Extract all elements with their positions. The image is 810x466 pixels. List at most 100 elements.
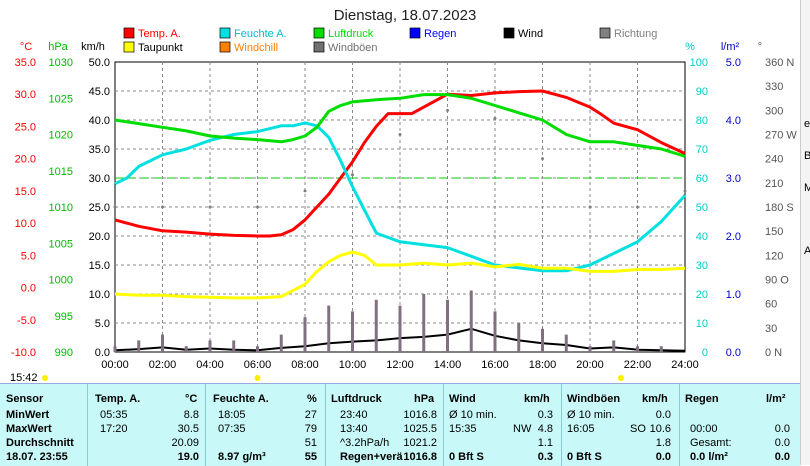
axis-tick-label-humidity: 100 (690, 57, 708, 69)
right-strip-text: B. (804, 150, 810, 162)
header-sensor: Sensor (6, 393, 44, 405)
legend-swatch (219, 41, 231, 53)
table-cell-temp-val: 19.0 (177, 451, 199, 463)
axis-tick-label-humidity: 10 (696, 318, 708, 330)
axis-tick-label-rain: 3.0 (726, 173, 741, 185)
axis-unit-labels: °C hPa km/h% l/m² ° (20, 41, 762, 53)
axis-tick-label-temp: 35.0 (15, 57, 36, 69)
axes: 35.0 30.0 25.0 20.0 15.0 10.0 5.0 0.0 -5.0 -10.0 1… (11, 57, 797, 371)
axis-tick-label-wind: 5.0 (95, 318, 110, 330)
time-marker-label: 15:42 (10, 372, 38, 383)
table-cell-rain-time: 00:00 (690, 423, 718, 435)
axis-tick-label-direction: 180 S (765, 202, 794, 214)
table-cell-label: MinWert (6, 409, 50, 421)
table-cell-temp-val: 30.5 (177, 423, 199, 435)
legend-label: Feuchte A. (234, 28, 287, 40)
table-cell-wind-val: 1.1 (537, 437, 553, 449)
x-tick-label: 14:00 (434, 359, 462, 371)
table-cell-hum-val: 51 (304, 437, 317, 449)
time-marker-dot (617, 375, 624, 381)
x-tick-label: 06:00 (244, 359, 272, 371)
direction-point (541, 157, 544, 161)
table-cell-rain-val: 0.0 (774, 423, 790, 435)
legend-swatch (503, 27, 515, 39)
legend-label: Wind (518, 28, 543, 40)
axis-tick-label-wind: 15.0 (89, 260, 110, 272)
legend-label: Regen (424, 28, 456, 40)
axis-tick-label-wind: 25.0 (89, 202, 110, 214)
axis-tick-label-rain: 2.0 (726, 231, 741, 243)
direction-point (113, 205, 117, 209)
axis-tick-label-pressure: 990 (55, 347, 73, 359)
table-cell-gust-time: 0 Bft S (567, 451, 602, 463)
direction-point (398, 133, 402, 136)
axis-tick-label-direction: 270 W (765, 130, 797, 142)
direction-point (161, 205, 164, 209)
table-cell-gust-val: 10.6 (649, 423, 671, 435)
table-cell-press-time: 23:40 (340, 409, 368, 421)
time-marker-dot (42, 375, 48, 381)
table-cell-wind-time: Ø 10 min. (449, 409, 497, 421)
axis-tick-label-humidity: 50 (696, 202, 708, 214)
x-tick-label: 10:00 (339, 359, 367, 371)
axis-tick-label-pressure: 995 (55, 311, 73, 323)
axis-tick-label-humidity: 40 (696, 231, 708, 243)
table-cell-wind-val: 0.3 (537, 451, 553, 463)
table-cell-gust-time: 16:05 (567, 423, 595, 435)
axis-tick-label-pressure: 1010 (49, 202, 73, 214)
table-cell-label: MaxWert (6, 423, 52, 435)
table-cell-gust-val: 0.0 (655, 451, 671, 463)
table-cell-press-time: 13:40 (340, 423, 368, 435)
grid-lines (115, 62, 685, 352)
series-line-luftdruck (114, 93, 686, 158)
table-cell-press-val: 1016.8 (403, 451, 437, 463)
legend-label: Temp. A. (138, 28, 181, 40)
axis-tick-label-humidity: 60 (696, 173, 708, 185)
x-tick-label: 02:00 (149, 359, 177, 371)
series-layer (113, 89, 687, 352)
legend-swatch (123, 27, 135, 39)
axis-tick-label-wind: 45.0 (89, 86, 110, 98)
table-cell-hum-time: 07:35 (218, 423, 246, 435)
table-cell-label: 18.07. 23:55 (6, 451, 68, 463)
x-tick-label: 18:00 (529, 359, 557, 371)
axis-tick-label-pressure: 1005 (49, 238, 73, 250)
legend-swatch (219, 27, 231, 39)
axis-tick-label-rain: 0.0 (726, 347, 741, 359)
table-cell-gust-time: Ø 10 min. (567, 409, 615, 421)
table-cell-hum-val: 27 (304, 409, 317, 421)
axis-tick-label-humidity: 80 (696, 115, 708, 127)
header-hum: Feuchte A. (213, 393, 269, 405)
axis-tick-label-wind: 20.0 (89, 231, 110, 243)
series-line-temp-a- (114, 89, 686, 238)
direction-point (208, 205, 212, 209)
table-cell-hum-val: 79 (304, 423, 317, 435)
x-tick-label: 16:00 (481, 359, 509, 371)
x-tick-label: 24:00 (671, 359, 699, 371)
statistics-table: Sensor Temp. A. °C Feuchte A. % Luftdruc… (0, 383, 800, 466)
axis-tick-label-pressure: 1020 (49, 130, 73, 142)
axis-tick-label-direction: 330 (765, 81, 783, 93)
table-cell-rain-time: Gesamt: (690, 437, 732, 449)
series-line-taupunkt (114, 250, 686, 300)
axis-tick-label-temp: 20.0 (15, 154, 36, 166)
axis-tick-label-temp: 30.0 (15, 89, 36, 101)
axis-tick-label-direction: 0 N (765, 347, 782, 359)
axis-unit-rain: l/m² (721, 41, 740, 53)
axis-tick-label-direction: 30 (765, 323, 777, 335)
direction-point (683, 189, 687, 193)
axis-tick-label-pressure: 1015 (49, 166, 73, 178)
axis-tick-label-humidity: 90 (696, 86, 708, 98)
legend-label: Windböen (328, 42, 378, 54)
axis-tick-label-temp: 25.0 (15, 121, 36, 133)
legend: Temp. A. Feuchte A. Luftdruck Regen Wind Rich… (123, 27, 657, 54)
direction-point (303, 189, 307, 193)
table-cell-hum-val: 55 (304, 451, 317, 463)
x-tick-label: 12:00 (386, 359, 414, 371)
axis-tick-label-temp: 0.0 (21, 283, 36, 295)
header-press: Luftdruck (331, 393, 382, 405)
table-cell-rain-val: 0.0 (774, 451, 790, 463)
axis-tick-label-wind: 10.0 (89, 289, 110, 301)
axis-tick-label-pressure: 1000 (49, 275, 73, 287)
axis-tick-label-pressure: 1025 (49, 93, 73, 105)
